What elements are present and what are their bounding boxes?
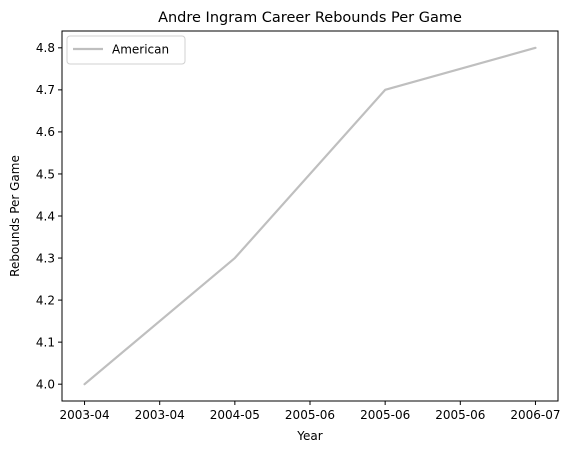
y-axis: 4.0 4.1 4.2 4.3 4.4 4.5 4.6 4.7 4.8	[36, 41, 62, 391]
x-tick-label: 2004-05	[210, 408, 260, 422]
y-tick-label: 4.2	[36, 293, 55, 307]
x-tick-label: 2003-04	[135, 408, 185, 422]
series-layer	[83, 46, 537, 386]
y-tick-label: 4.4	[36, 209, 55, 223]
x-tick-label: 2006-07	[510, 408, 560, 422]
y-tick-label: 4.7	[36, 83, 55, 97]
x-tick-label: 2003-04	[59, 408, 109, 422]
legend: American	[66, 35, 186, 65]
series-line-american	[83, 46, 537, 386]
x-tick-label: 2005-06	[360, 408, 410, 422]
y-tick-label: 4.6	[36, 125, 55, 139]
y-tick-label: 4.3	[36, 251, 55, 265]
x-tick-label: 2005-06	[435, 408, 485, 422]
plot-area: 2003-04 2003-04 2004-05 2005-06 2005-06 2005-…	[36, 30, 561, 422]
x-axis-label: Year	[296, 429, 322, 443]
y-tick-label: 4.1	[36, 335, 55, 349]
x-axis: 2003-04 2003-04 2004-05 2005-06 2005-06 2005-…	[59, 401, 561, 422]
y-tick-label: 4.0	[36, 377, 55, 391]
plot-frame	[61, 30, 559, 402]
y-tick-label: 4.8	[36, 41, 55, 55]
chart-title: Andre Ingram Career Rebounds Per Game	[158, 10, 462, 26]
legend-label-american: American	[112, 43, 169, 57]
y-axis-label: Rebounds Per Game	[8, 155, 22, 277]
x-tick-label: 2005-06	[285, 408, 335, 422]
y-tick-label: 4.5	[36, 167, 55, 181]
legend-box	[66, 35, 186, 65]
